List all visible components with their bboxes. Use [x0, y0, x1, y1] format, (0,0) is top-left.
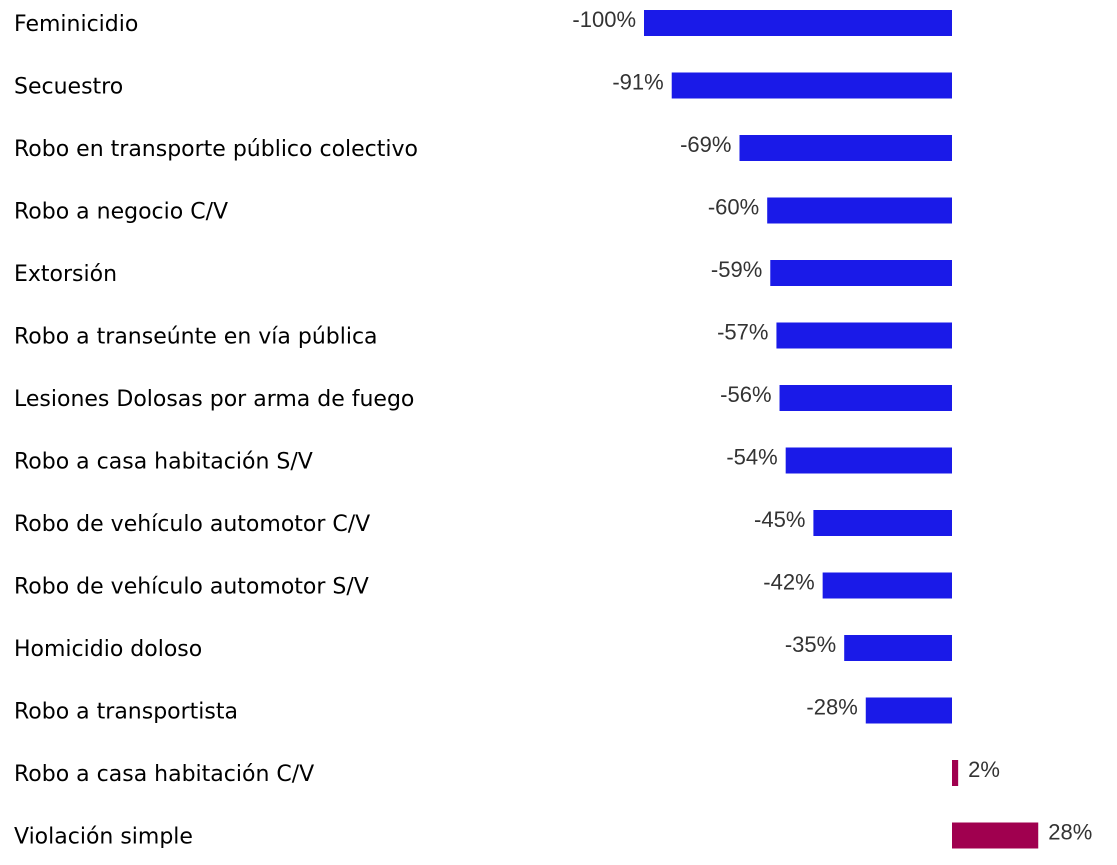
category-label: Violación simple [14, 825, 193, 850]
category-label: Robo a transeúnte en vía pública [14, 325, 378, 350]
bar [767, 197, 952, 224]
value-label: -91% [612, 69, 663, 94]
bar [644, 10, 952, 36]
value-label: 2% [968, 757, 1000, 782]
bar [779, 385, 952, 411]
category-label: Robo a casa habitación C/V [14, 762, 314, 787]
category-label: Homicidio doloso [14, 637, 202, 662]
value-label: -28% [806, 694, 857, 719]
bar [844, 635, 952, 661]
category-label: Robo a casa habitación S/V [14, 450, 313, 475]
category-label: Robo de vehículo automotor S/V [14, 575, 369, 600]
category-label: Extorsión [14, 262, 117, 287]
value-label: -100% [572, 7, 636, 32]
category-label: Secuestro [14, 75, 123, 100]
category-label: Robo de vehículo automotor C/V [14, 512, 370, 537]
value-label: 28% [1048, 819, 1092, 844]
bar [952, 760, 959, 786]
value-label: -59% [711, 257, 762, 282]
bar [671, 72, 952, 99]
bar [776, 322, 952, 349]
value-label: -35% [785, 632, 836, 657]
category-label: Feminicidio [14, 12, 138, 37]
value-label: -60% [708, 194, 759, 219]
value-label: -54% [726, 444, 777, 469]
category-label: Robo en transporte público colectivo [14, 137, 418, 162]
category-label: Robo a transportista [14, 700, 238, 725]
value-label: -69% [680, 132, 731, 157]
value-label: -45% [754, 507, 805, 532]
category-label: Lesiones Dolosas por arma de fuego [14, 387, 414, 412]
bar [952, 822, 1039, 849]
bar [739, 135, 952, 161]
bar [770, 260, 952, 286]
bar [822, 572, 952, 599]
value-label: -57% [717, 319, 768, 344]
bar [785, 447, 952, 474]
category-label: Robo a negocio C/V [14, 200, 228, 225]
bar [813, 510, 952, 536]
value-label: -42% [763, 569, 814, 594]
value-label: -56% [720, 382, 771, 407]
bar [865, 697, 952, 724]
